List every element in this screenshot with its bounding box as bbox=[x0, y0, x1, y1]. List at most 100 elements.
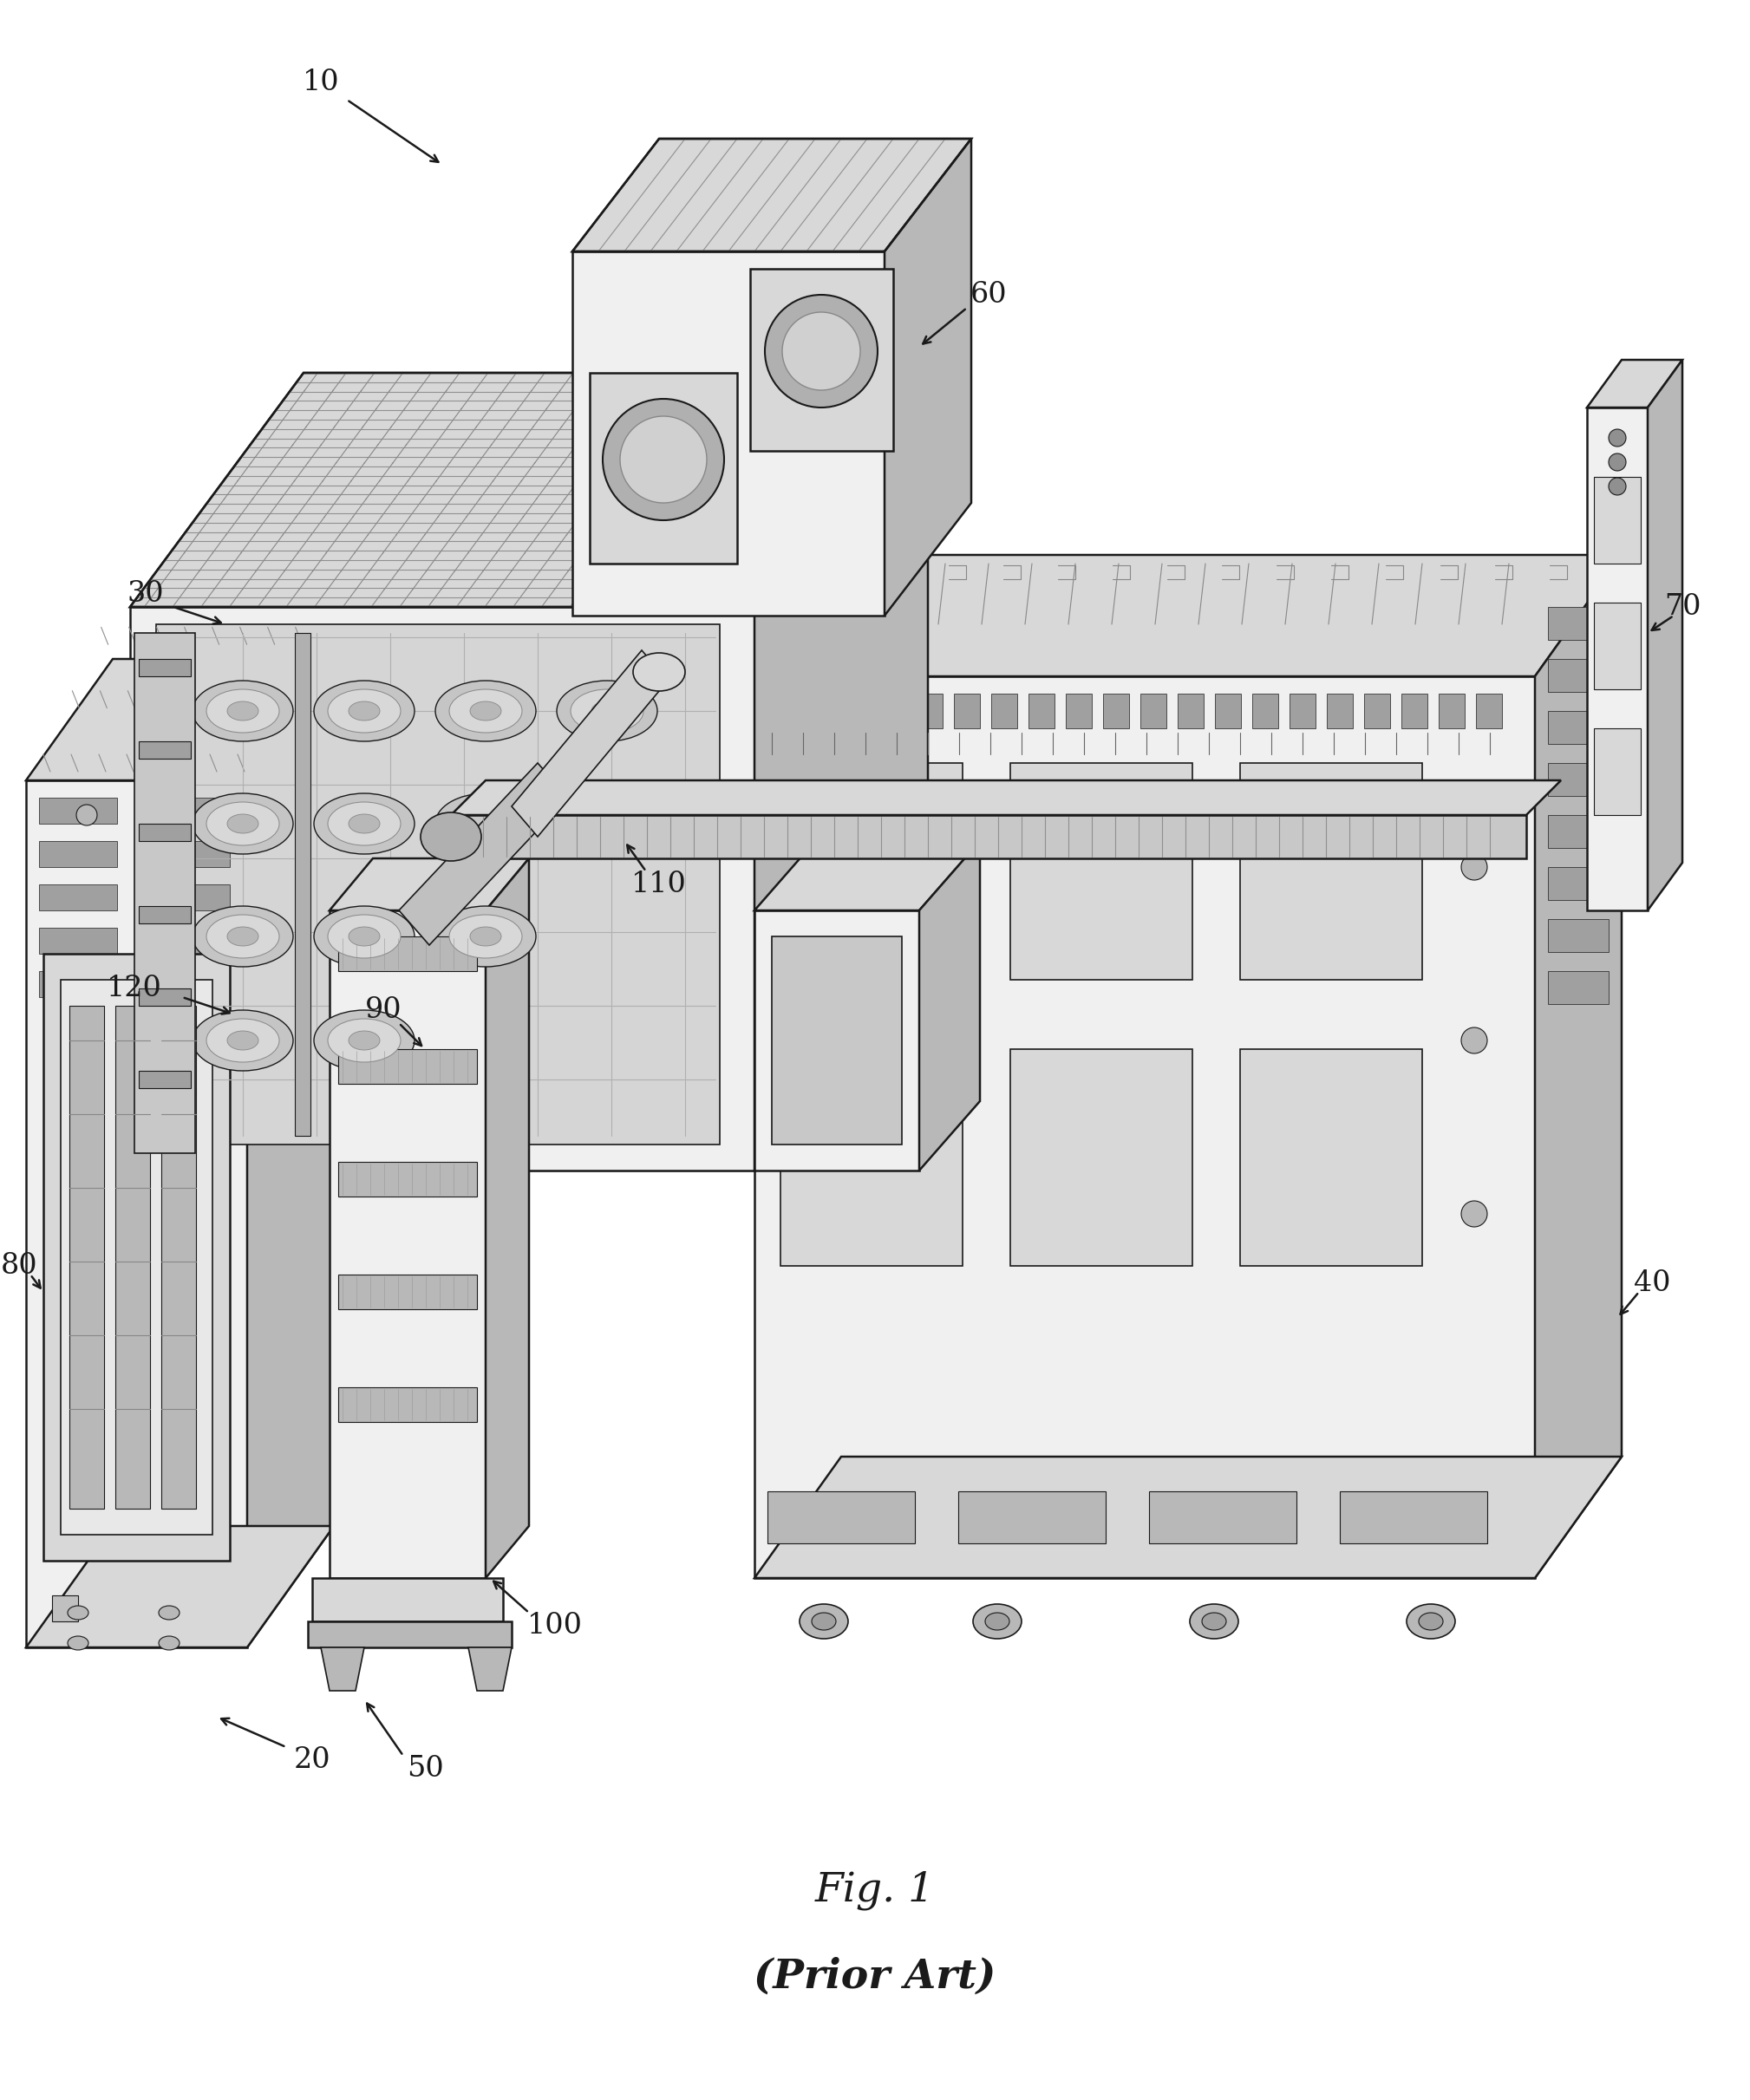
Polygon shape bbox=[130, 607, 754, 1170]
Ellipse shape bbox=[1190, 1604, 1239, 1638]
Polygon shape bbox=[38, 798, 117, 823]
Polygon shape bbox=[959, 1491, 1106, 1543]
Polygon shape bbox=[338, 1161, 478, 1197]
Ellipse shape bbox=[570, 689, 644, 733]
Ellipse shape bbox=[471, 926, 500, 945]
Polygon shape bbox=[1648, 359, 1682, 911]
Polygon shape bbox=[1594, 603, 1642, 689]
Ellipse shape bbox=[77, 804, 98, 825]
Ellipse shape bbox=[450, 916, 521, 958]
Polygon shape bbox=[130, 374, 928, 607]
Ellipse shape bbox=[228, 926, 259, 945]
Polygon shape bbox=[884, 139, 971, 615]
Polygon shape bbox=[1438, 693, 1465, 729]
Polygon shape bbox=[26, 781, 247, 1646]
Ellipse shape bbox=[1202, 1613, 1227, 1630]
Ellipse shape bbox=[471, 815, 500, 834]
Ellipse shape bbox=[192, 1010, 292, 1071]
Ellipse shape bbox=[812, 1613, 836, 1630]
Ellipse shape bbox=[327, 1019, 401, 1063]
Polygon shape bbox=[61, 981, 212, 1535]
Ellipse shape bbox=[206, 689, 280, 733]
Polygon shape bbox=[754, 1457, 1622, 1577]
Polygon shape bbox=[572, 252, 884, 615]
Ellipse shape bbox=[556, 680, 658, 741]
Text: 70: 70 bbox=[1664, 592, 1701, 622]
Ellipse shape bbox=[436, 680, 535, 741]
Polygon shape bbox=[70, 1006, 103, 1508]
Polygon shape bbox=[38, 970, 117, 997]
Polygon shape bbox=[805, 693, 831, 729]
Ellipse shape bbox=[436, 905, 535, 966]
Polygon shape bbox=[308, 1621, 511, 1646]
Polygon shape bbox=[754, 676, 1535, 1577]
Polygon shape bbox=[1340, 1491, 1488, 1543]
Ellipse shape bbox=[420, 813, 481, 861]
Polygon shape bbox=[772, 937, 901, 1144]
Ellipse shape bbox=[192, 905, 292, 966]
Polygon shape bbox=[156, 624, 719, 1145]
Polygon shape bbox=[754, 374, 928, 1170]
Polygon shape bbox=[52, 1596, 79, 1621]
Polygon shape bbox=[338, 937, 478, 970]
Ellipse shape bbox=[436, 794, 535, 855]
Polygon shape bbox=[751, 269, 892, 452]
Polygon shape bbox=[170, 632, 186, 1136]
Ellipse shape bbox=[570, 802, 644, 846]
Text: 110: 110 bbox=[632, 872, 686, 899]
Polygon shape bbox=[1549, 712, 1608, 743]
Ellipse shape bbox=[206, 1019, 280, 1063]
Polygon shape bbox=[754, 911, 919, 1170]
Ellipse shape bbox=[192, 794, 292, 855]
Ellipse shape bbox=[1608, 454, 1626, 470]
Polygon shape bbox=[320, 1646, 364, 1691]
Polygon shape bbox=[452, 815, 1526, 859]
Ellipse shape bbox=[159, 1606, 180, 1619]
Ellipse shape bbox=[602, 399, 724, 521]
Text: 90: 90 bbox=[364, 995, 402, 1025]
Polygon shape bbox=[572, 139, 971, 252]
Polygon shape bbox=[1535, 554, 1622, 1577]
Polygon shape bbox=[878, 693, 905, 729]
Polygon shape bbox=[919, 840, 980, 1170]
Polygon shape bbox=[135, 632, 194, 1153]
Ellipse shape bbox=[313, 680, 415, 741]
Ellipse shape bbox=[348, 815, 380, 834]
Text: 80: 80 bbox=[0, 1252, 37, 1279]
Polygon shape bbox=[138, 1071, 191, 1088]
Polygon shape bbox=[329, 859, 528, 911]
Polygon shape bbox=[1150, 1491, 1297, 1543]
Polygon shape bbox=[1241, 1050, 1423, 1266]
Text: 20: 20 bbox=[294, 1747, 331, 1774]
Polygon shape bbox=[1549, 867, 1608, 901]
Polygon shape bbox=[152, 840, 229, 867]
Polygon shape bbox=[1549, 659, 1608, 691]
Ellipse shape bbox=[327, 802, 401, 846]
Text: (Prior Art): (Prior Art) bbox=[754, 1957, 996, 1997]
Polygon shape bbox=[312, 1577, 502, 1621]
Polygon shape bbox=[38, 928, 117, 953]
Ellipse shape bbox=[1608, 428, 1626, 447]
Polygon shape bbox=[130, 981, 928, 1170]
Polygon shape bbox=[1549, 920, 1608, 951]
Text: 120: 120 bbox=[107, 974, 163, 1002]
Polygon shape bbox=[917, 693, 943, 729]
Polygon shape bbox=[247, 659, 334, 1646]
Polygon shape bbox=[1549, 815, 1608, 848]
Text: 10: 10 bbox=[303, 69, 340, 97]
Ellipse shape bbox=[348, 1031, 380, 1050]
Ellipse shape bbox=[206, 916, 280, 958]
Ellipse shape bbox=[1461, 1201, 1488, 1226]
Ellipse shape bbox=[1407, 1604, 1456, 1638]
Ellipse shape bbox=[471, 701, 500, 720]
Ellipse shape bbox=[634, 653, 684, 691]
Polygon shape bbox=[768, 693, 793, 729]
Polygon shape bbox=[1549, 970, 1608, 1004]
Polygon shape bbox=[1102, 693, 1129, 729]
Polygon shape bbox=[1141, 693, 1167, 729]
Ellipse shape bbox=[592, 701, 623, 720]
Polygon shape bbox=[1549, 762, 1608, 796]
Polygon shape bbox=[842, 693, 868, 729]
Polygon shape bbox=[138, 905, 191, 924]
Polygon shape bbox=[1010, 1050, 1192, 1266]
